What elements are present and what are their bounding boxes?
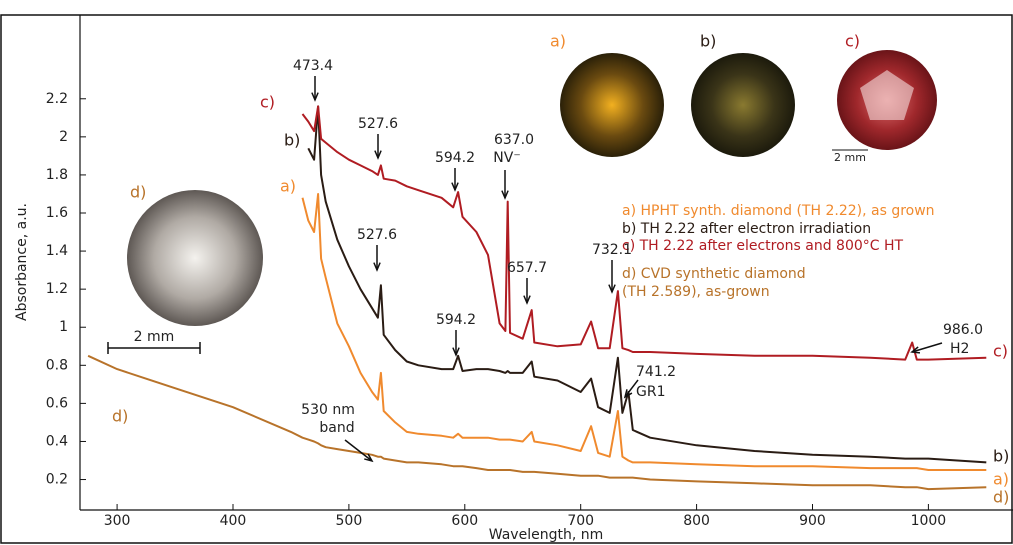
legend-entry: (TH 2.589), as-grown — [622, 284, 770, 300]
annotation: 986.0 — [943, 322, 983, 338]
y-tick-label: 0.8 — [46, 357, 68, 373]
y-tick-label: 0.6 — [46, 395, 68, 411]
annotation: NV⁻ — [493, 150, 520, 166]
series-label: c) — [993, 342, 1008, 361]
arrow-shaft — [624, 379, 639, 398]
legend-entry: d) CVD synthetic diamond — [622, 266, 806, 282]
annotation: 732.1 — [592, 242, 632, 258]
legend-entry: b) TH 2.22 after electron irradiation — [622, 221, 871, 237]
arrow-head — [608, 284, 616, 294]
series-label: b) — [993, 447, 1009, 466]
series-label: a) — [550, 32, 566, 51]
annotation: 527.6 — [357, 227, 397, 243]
y-tick-label: 1 — [59, 319, 68, 335]
annotation: GR1 — [636, 384, 665, 400]
series-label: b) — [284, 131, 300, 150]
legend-entry: a) HPHT synth. diamond (TH 2.22), as gro… — [622, 203, 935, 219]
photo-d — [127, 190, 263, 326]
arrow-head — [623, 389, 633, 399]
annotation: band — [319, 420, 354, 436]
series-label: a) — [993, 470, 1009, 489]
annotation: 527.6 — [358, 116, 398, 132]
arrow-head — [452, 347, 460, 357]
y-tick-label: 1.6 — [46, 205, 68, 221]
x-tick-label: 900 — [799, 513, 826, 529]
x-tick-label: 1000 — [911, 513, 947, 529]
arrow-shaft — [911, 342, 943, 353]
x-tick-label: 800 — [683, 513, 710, 529]
y-tick-label: 2 — [59, 129, 68, 145]
arrow-head — [374, 150, 382, 160]
x-axis-label: Wavelength, nm — [489, 527, 603, 543]
y-axis-label: Absorbance, a.u. — [14, 203, 30, 321]
spectrum-line — [301, 105, 987, 361]
x-tick-label: 500 — [336, 513, 363, 529]
scale-bar-label: 2 mm — [134, 329, 175, 345]
annotation: 530 nm — [301, 402, 355, 418]
arrow-head — [311, 92, 319, 102]
series-label: c) — [260, 93, 275, 112]
arrow-head — [523, 295, 531, 305]
scale-bar-label: 2 mm — [834, 151, 866, 164]
arrow-head — [373, 262, 381, 272]
y-tick-label: 0.2 — [46, 472, 68, 488]
spectrum-line — [301, 193, 987, 471]
y-tick-label: 1.2 — [46, 281, 68, 297]
y-tick-label: 1.4 — [46, 243, 68, 259]
x-tick-label: 300 — [104, 513, 131, 529]
x-tick-label: 400 — [220, 513, 247, 529]
photo-c-facet — [860, 70, 914, 120]
arrow-head — [364, 453, 374, 463]
photo-b — [691, 53, 795, 157]
arrow-head — [501, 190, 509, 200]
x-tick-label: 600 — [451, 513, 478, 529]
series-label: d) — [130, 183, 146, 202]
arrow-shaft — [344, 439, 373, 462]
y-tick-label: 1.8 — [46, 167, 68, 183]
photo-a — [560, 53, 664, 157]
annotation: H2 — [950, 341, 969, 357]
annotation: 473.4 — [293, 58, 333, 74]
spectrum-line — [87, 354, 987, 491]
annotation: 637.0 — [494, 132, 534, 148]
y-tick-label: 0.4 — [46, 433, 68, 449]
series-label: d) — [112, 407, 128, 426]
annotation: 657.7 — [507, 260, 547, 276]
arrow-head — [910, 346, 921, 354]
annotation: 741.2 — [636, 364, 676, 380]
spectrum-line — [307, 105, 987, 464]
legend-entry: c) TH 2.22 after electrons and 800°C HT — [622, 238, 904, 254]
arrow-head — [451, 182, 459, 192]
annotation: 594.2 — [435, 150, 475, 166]
series-label: b) — [700, 32, 716, 51]
annotation: 594.2 — [436, 312, 476, 328]
y-tick-label: 2.2 — [46, 91, 68, 107]
frame — [0, 14, 1013, 544]
series-label: c) — [845, 32, 860, 51]
photo-insets: 2 mm 2 mm — [107, 50, 937, 354]
series-label: d) — [993, 488, 1009, 507]
series-label: a) — [280, 177, 296, 196]
x-tick-label: 700 — [567, 513, 594, 529]
